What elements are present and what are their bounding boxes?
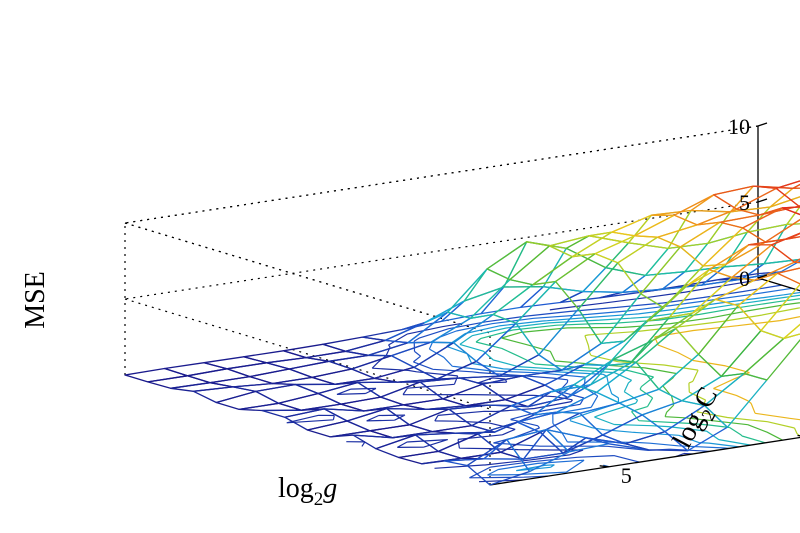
y-axis-line (489, 436, 800, 486)
surface-cell-14-11 (601, 414, 666, 445)
surface-cell-4-14 (255, 383, 319, 404)
surface-cell-4-6 (571, 231, 636, 258)
surface-cell-2-7 (486, 241, 551, 281)
surface-cell-4-12 (334, 377, 398, 385)
z-tick-label-0: 0 (739, 266, 750, 291)
box-guides (124, 125, 759, 485)
surface-cell-3-11 (351, 355, 415, 379)
guide-top-left (124, 125, 759, 224)
surface-cell-1-14 (186, 368, 251, 384)
surface-cell-4-13 (294, 381, 359, 395)
surface-cell-11-5 (770, 232, 800, 263)
guide-back-z-10 (124, 222, 491, 334)
surface-cell-5-13 (317, 381, 382, 405)
surface-cell-11-15 (375, 434, 439, 459)
surface-cell-8-14 (346, 407, 411, 432)
contour-level-1 (413, 284, 782, 479)
y-tick-mark-1 (797, 434, 800, 437)
surface-cell-8-15 (306, 420, 371, 438)
surface-cell-2-10 (367, 341, 432, 357)
surface-cell-2-11 (328, 354, 392, 370)
x-axis-label: log2g (278, 473, 337, 510)
surface-cell-2-0 (763, 223, 800, 265)
surface-cell-12-14 (437, 433, 502, 459)
surface-cell-15-7 (783, 323, 800, 340)
surface-cell-5-2 (752, 180, 800, 190)
guide-z-5 (124, 201, 759, 300)
surface-cell-4-10 (413, 342, 478, 380)
surface-cell-3-8 (469, 278, 534, 319)
z-tick-mark-0 (757, 274, 768, 279)
surface-cell-1-7 (463, 241, 528, 302)
z-tick-label-1: 5 (739, 190, 750, 215)
z-tick-mark-1 (757, 198, 768, 203)
surface-cell-8-3 (781, 206, 800, 216)
mse-surface-mesh (124, 180, 800, 486)
surface-cell-0-8 (401, 300, 465, 331)
contour-level-3 (446, 291, 800, 472)
surface-cell-1-4 (582, 267, 647, 293)
surface-cell-1-15 (147, 375, 211, 389)
z-tick-label-2: 10 (728, 114, 750, 139)
surface-cell-14-8 (720, 330, 785, 378)
surface-cell-13-6 (776, 267, 800, 285)
surface-cell-3-10 (390, 341, 455, 368)
y-tick-mark-2 (599, 465, 609, 468)
surface-cell-15-8 (743, 333, 800, 381)
surface-cell-4-4 (650, 194, 715, 216)
surface-cell-0-15 (124, 367, 189, 383)
y-tick-label-2: 5 (621, 463, 632, 488)
surface-cell-6-2 (775, 180, 800, 207)
surface-cell-4-15 (215, 390, 280, 411)
surface-cell-2-13 (249, 368, 313, 385)
guide-back-z-5 (124, 298, 491, 410)
contour-level-8 (654, 315, 800, 421)
surface-cell-3-6 (548, 231, 613, 258)
z-tick-mark-2 (757, 122, 768, 127)
surface-cell-5-6 (594, 235, 659, 264)
surface-cell-8-13 (385, 407, 450, 426)
z-axis-label: MSE (20, 271, 51, 329)
surface-cell-7-15 (284, 408, 348, 431)
x-axis-line (757, 277, 800, 292)
surface-cell-5-14 (277, 392, 342, 411)
contour-level-4 (459, 294, 800, 446)
surface-cell-0-12 (243, 350, 307, 364)
surface-cell-2-14 (209, 375, 274, 388)
guide-z-10 (124, 125, 759, 224)
